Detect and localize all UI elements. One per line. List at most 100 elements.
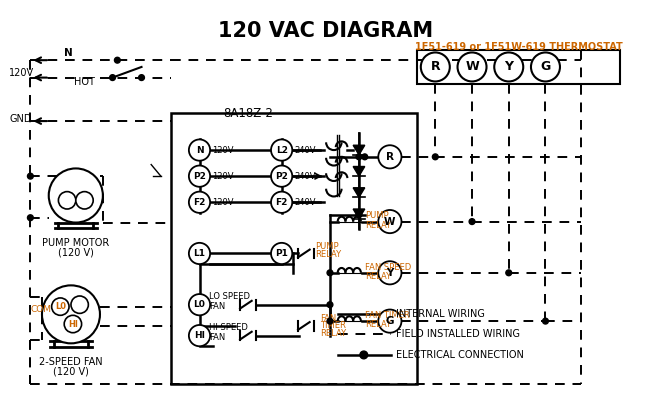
Circle shape [379,261,401,285]
Circle shape [27,215,34,221]
Circle shape [469,219,475,225]
Circle shape [327,302,333,308]
Circle shape [189,325,210,346]
Circle shape [64,316,82,333]
Circle shape [362,154,368,160]
Circle shape [360,351,368,359]
Bar [170,114,417,384]
Circle shape [421,52,450,81]
Circle shape [58,191,76,209]
Text: RELAY: RELAY [364,272,391,281]
Text: 120V: 120V [212,198,234,207]
Circle shape [531,52,560,81]
Circle shape [543,318,548,324]
Circle shape [379,210,401,233]
Text: FAN: FAN [209,302,225,311]
Text: W: W [465,60,479,73]
Circle shape [189,191,210,213]
Circle shape [327,270,333,276]
Circle shape [49,168,103,222]
Text: HI: HI [68,320,78,328]
Text: N: N [64,49,73,58]
Text: FAN TIMER: FAN TIMER [364,311,409,320]
Text: L0: L0 [55,302,66,311]
Circle shape [42,285,100,343]
Text: RELAY: RELAY [320,329,346,338]
Text: 1F51-619 or 1F51W-619 THERMOSTAT: 1F51-619 or 1F51W-619 THERMOSTAT [415,42,622,52]
Circle shape [139,75,145,80]
Circle shape [432,154,438,160]
Circle shape [506,270,512,276]
Text: PUMP: PUMP [364,211,389,220]
Text: HI SPEED: HI SPEED [209,323,248,332]
Circle shape [76,191,93,209]
Text: (120 V): (120 V) [53,367,89,377]
Circle shape [52,298,69,316]
Text: 120V: 120V [9,68,34,78]
Text: LO SPEED: LO SPEED [209,292,250,301]
Circle shape [189,294,210,316]
Text: R: R [386,152,394,162]
Text: Y: Y [386,268,393,278]
Circle shape [189,166,210,187]
Text: W: W [384,217,395,227]
Text: (120 V): (120 V) [58,248,94,258]
Text: GND: GND [9,114,31,124]
Text: FIELD INSTALLED WIRING: FIELD INSTALLED WIRING [396,328,520,339]
Text: PUMP: PUMP [316,242,339,251]
Circle shape [189,243,210,264]
Text: RELAY: RELAY [364,221,391,230]
Text: COM: COM [30,305,52,314]
Circle shape [271,243,292,264]
Polygon shape [353,188,364,197]
Circle shape [379,310,401,333]
Circle shape [110,75,115,80]
Text: 240V: 240V [294,198,316,207]
Text: RELAY: RELAY [364,321,391,329]
Circle shape [379,145,401,168]
Text: L1: L1 [194,249,206,258]
Polygon shape [353,209,364,219]
Text: FAN: FAN [320,314,336,323]
Text: 120V: 120V [212,145,234,155]
Text: ELECTRICAL CONNECTION: ELECTRICAL CONNECTION [396,350,523,360]
Text: 240V: 240V [294,145,316,155]
Text: 120 VAC DIAGRAM: 120 VAC DIAGRAM [218,21,433,41]
Text: TIMER: TIMER [320,321,346,331]
Circle shape [71,296,88,313]
Text: P1: P1 [275,249,288,258]
Text: P2: P2 [193,172,206,181]
Polygon shape [353,145,364,155]
Text: 240V: 240V [294,172,316,181]
Text: FAN: FAN [209,333,225,342]
Text: 2-SPEED FAN: 2-SPEED FAN [39,357,103,367]
Text: P2: P2 [275,172,288,181]
Circle shape [327,318,333,324]
Text: HI: HI [194,331,205,340]
Circle shape [356,154,362,160]
Text: 120V: 120V [212,172,234,181]
Text: G: G [386,316,394,326]
Circle shape [271,140,292,161]
Text: FAN SPEED: FAN SPEED [364,262,411,272]
Text: HOT: HOT [74,78,94,88]
Circle shape [27,173,34,179]
Circle shape [271,191,292,213]
Circle shape [458,52,486,81]
Circle shape [115,57,120,63]
Circle shape [494,52,523,81]
Text: Y: Y [505,60,513,73]
Bar [417,49,620,84]
Text: L2: L2 [275,145,287,155]
Circle shape [271,166,292,187]
Circle shape [356,212,362,218]
Text: F2: F2 [275,198,288,207]
Circle shape [189,140,210,161]
Text: 8A18Z-2: 8A18Z-2 [224,106,273,119]
Polygon shape [353,166,364,176]
Text: RELAY: RELAY [316,250,342,259]
Text: PUMP MOTOR: PUMP MOTOR [42,238,109,248]
Text: INTERNAL WIRING: INTERNAL WIRING [396,309,484,319]
Text: L0: L0 [194,300,206,309]
Text: G: G [540,60,551,73]
